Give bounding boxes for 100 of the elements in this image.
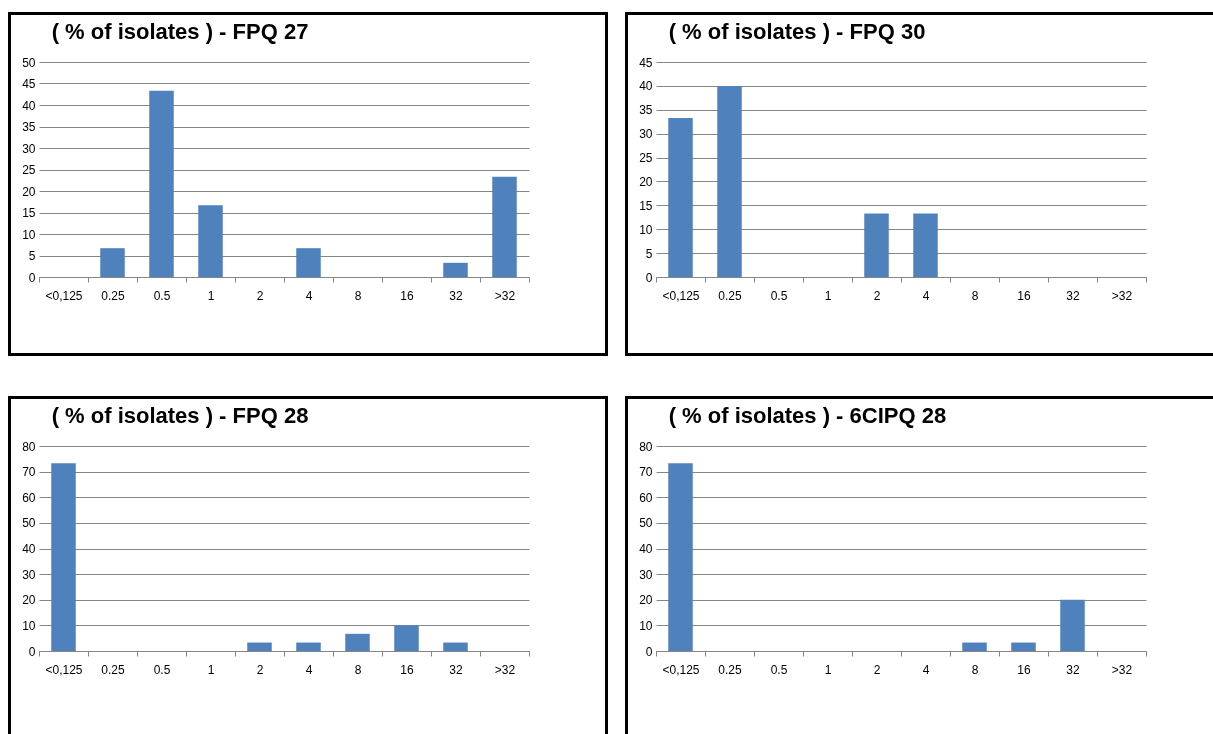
y-tick-label: 50 (22, 516, 36, 531)
bar (394, 625, 419, 651)
x-tick-label: 2 (256, 288, 264, 303)
x-tick-label: 32 (1066, 662, 1080, 677)
x-tick-label: >32 (1111, 662, 1133, 677)
y-tick-label: 0 (645, 644, 653, 659)
bar (1060, 599, 1085, 651)
y-tick-label: 50 (639, 516, 653, 531)
y-tick-label: 5 (28, 249, 36, 263)
bar (913, 213, 938, 277)
x-tick-label: 16 (400, 288, 414, 303)
y-tick-label: 45 (639, 55, 653, 70)
y-tick-label: 40 (22, 542, 36, 556)
x-tick-label: 4 (922, 662, 930, 677)
x-tick-label: 8 (354, 662, 362, 677)
x-tick-label: 1 (824, 662, 832, 677)
x-tick-label: 0.5 (153, 288, 171, 303)
x-tick-label: 8 (971, 288, 979, 303)
x-tick-label: 2 (873, 662, 881, 677)
y-tick-label: 0 (645, 270, 653, 285)
x-tick-label: 2 (256, 662, 264, 677)
x-tick-label: 0.25 (101, 662, 125, 677)
y-tick-label: 50 (22, 55, 36, 70)
bar (864, 213, 889, 277)
x-tick-label: 32 (449, 662, 463, 677)
y-tick-label: 0 (28, 270, 36, 285)
y-tick-label: 10 (639, 618, 653, 633)
x-tick-label: 0.25 (718, 288, 742, 303)
y-tick-label: 60 (22, 490, 36, 505)
y-tick-label: 10 (639, 222, 653, 237)
x-tick-label: 0.5 (153, 662, 171, 677)
y-tick-label: 10 (22, 227, 36, 242)
chart-title: ( % of isolates ) - 6CIPQ 28 (668, 403, 947, 428)
bar (443, 262, 468, 277)
y-tick-label: 40 (639, 542, 653, 556)
y-tick-label: 25 (22, 163, 36, 177)
bar (149, 90, 174, 277)
y-tick-label: 40 (639, 79, 653, 94)
y-tick-label: 80 (639, 439, 653, 454)
bar (492, 176, 517, 277)
bar (198, 205, 223, 277)
x-tick-label: >32 (494, 662, 516, 677)
x-tick-label: <0,125 (45, 288, 83, 303)
x-tick-label: 0.25 (101, 288, 125, 303)
x-tick-label: <0,125 (45, 662, 83, 677)
bar (443, 642, 468, 651)
y-tick-label: 5 (645, 246, 653, 261)
y-tick-label: 70 (22, 465, 36, 480)
y-tick-label: 35 (22, 120, 36, 134)
x-tick-label: 4 (305, 288, 313, 303)
bar (668, 117, 693, 277)
x-tick-label: 1 (207, 662, 215, 677)
x-tick-label: >32 (1111, 288, 1133, 303)
y-tick-label: 25 (639, 151, 653, 166)
y-tick-label: 20 (639, 174, 653, 189)
chart-title: ( % of isolates ) - FPQ 30 (668, 19, 926, 44)
y-tick-label: 30 (639, 567, 653, 582)
x-tick-label: <0,125 (662, 288, 700, 303)
y-tick-label: 40 (22, 98, 36, 113)
bar (296, 248, 321, 277)
x-tick-label: 1 (824, 288, 832, 303)
x-tick-label: 1 (207, 288, 215, 303)
y-tick-label: 15 (22, 206, 36, 220)
y-tick-label: 30 (639, 127, 653, 142)
y-tick-label: 0 (28, 644, 36, 659)
x-tick-label: 8 (971, 662, 979, 677)
x-tick-label: 32 (1066, 288, 1080, 303)
x-tick-label: 32 (449, 288, 463, 303)
x-tick-label: 16 (400, 662, 414, 677)
x-tick-label: 0.25 (718, 662, 742, 677)
x-tick-label: 0.5 (770, 662, 788, 677)
x-tick-label: >32 (494, 288, 516, 303)
y-tick-label: 10 (22, 618, 36, 633)
y-tick-label: 20 (22, 184, 36, 199)
x-tick-label: 4 (922, 288, 930, 303)
y-tick-label: 60 (639, 490, 653, 505)
bar (100, 248, 125, 277)
bar (247, 642, 272, 651)
x-tick-label: 0.5 (770, 288, 788, 303)
bar (345, 633, 370, 651)
y-tick-label: 15 (639, 198, 653, 213)
x-tick-label: <0,125 (662, 662, 700, 677)
y-tick-label: 35 (639, 103, 653, 118)
x-tick-label: 16 (1017, 662, 1031, 677)
bar (1011, 642, 1036, 651)
x-tick-label: 8 (354, 288, 362, 303)
bar (296, 642, 321, 651)
y-tick-label: 70 (639, 465, 653, 480)
y-tick-label: 20 (639, 593, 653, 608)
y-tick-label: 45 (22, 77, 36, 91)
y-tick-label: 80 (22, 439, 36, 454)
y-tick-label: 30 (22, 141, 36, 156)
bar (51, 463, 76, 651)
x-tick-label: 16 (1017, 288, 1031, 303)
bar (962, 642, 987, 651)
y-tick-label: 30 (22, 567, 36, 582)
bar (668, 463, 693, 651)
bar (717, 85, 742, 277)
x-tick-label: 4 (305, 662, 313, 677)
x-tick-label: 2 (873, 288, 881, 303)
